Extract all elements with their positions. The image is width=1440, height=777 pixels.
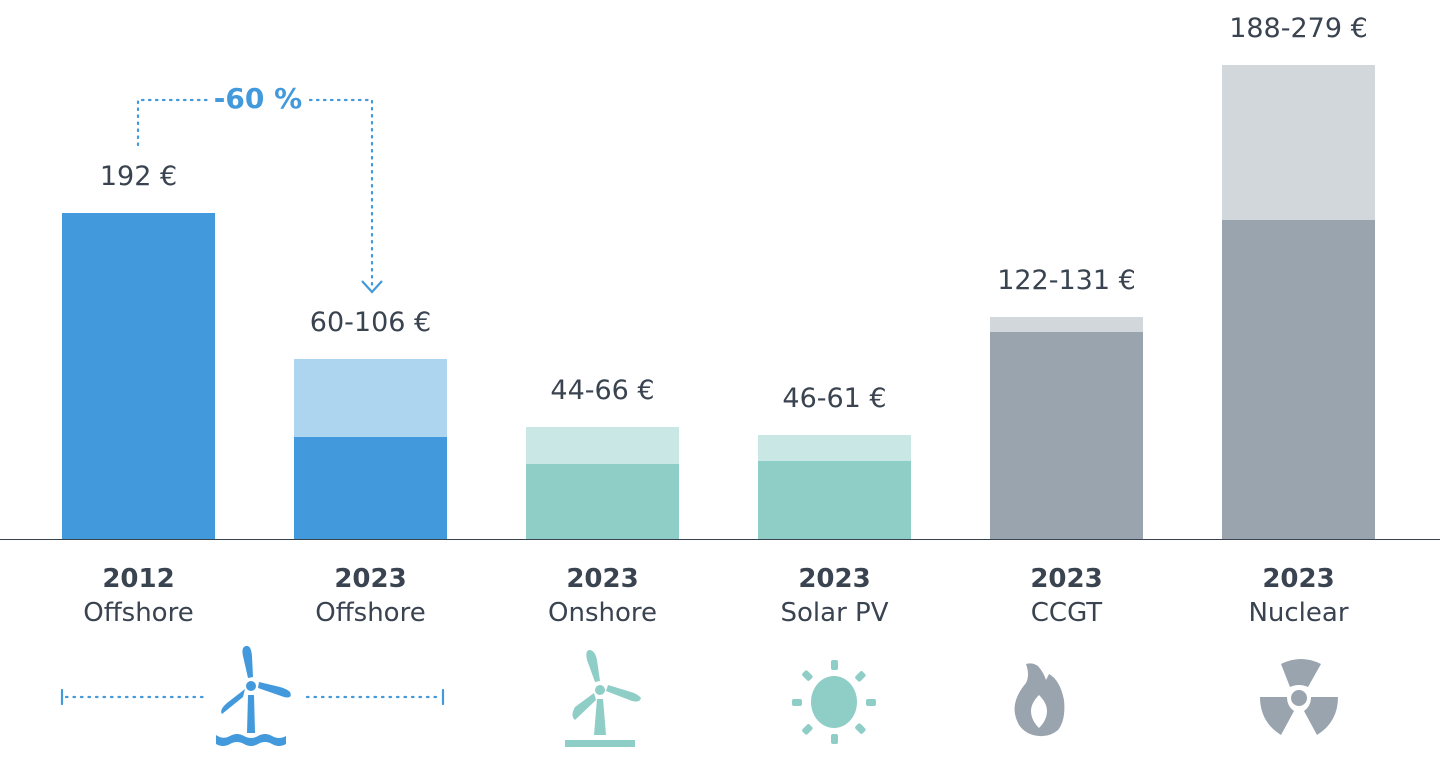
value-label: 188-279 € — [1229, 13, 1368, 45]
arrow-down-icon — [361, 280, 383, 294]
value-label: 60-106 € — [309, 307, 432, 338]
category-label: 2023 Offshore — [255, 562, 487, 630]
onshore-wind-turbine-icon — [565, 650, 641, 747]
category-label: 2023 Onshore — [487, 562, 719, 630]
bar-low-segment — [1222, 219, 1375, 539]
bar-range-segment — [758, 435, 911, 461]
bar-low-segment — [526, 464, 679, 539]
category-year: 2023 — [1030, 564, 1103, 594]
category-year: 2023 — [566, 564, 639, 594]
value-label: 46-61 € — [782, 383, 887, 415]
category-name: Onshore — [548, 598, 657, 628]
bar-range-segment — [990, 316, 1143, 332]
sun-icon — [792, 660, 876, 744]
bar-range-segment — [526, 426, 679, 465]
bar-low-segment — [294, 437, 447, 539]
value-label: 192 € — [99, 160, 178, 192]
bar-range-segment — [294, 359, 447, 438]
value-label: 122-131 € — [997, 264, 1136, 296]
x-axis-baseline — [0, 539, 1440, 540]
reduction-connector — [136, 98, 374, 287]
category-label: 2023 Nuclear — [1183, 562, 1415, 630]
category-label: 2023 CCGT — [951, 562, 1183, 630]
category-year: 2023 — [1262, 564, 1335, 594]
reduction-annotation: -60 % — [213, 82, 303, 115]
bar-low-segment — [758, 460, 911, 539]
category-label: 2023 Solar PV — [719, 562, 951, 630]
bar-range-segment — [1222, 65, 1375, 220]
category-year: 2023 — [334, 564, 407, 594]
category-label: 2012 Offshore — [23, 562, 255, 630]
offshore-wind-turbine-icon — [216, 645, 291, 746]
category-name: Nuclear — [1248, 598, 1349, 628]
bar-low-segment — [62, 212, 215, 539]
category-name: Offshore — [83, 598, 194, 628]
flame-icon — [1014, 663, 1065, 737]
category-name: Solar PV — [780, 598, 889, 628]
category-year: 2023 — [798, 564, 871, 594]
category-name: Offshore — [315, 598, 426, 628]
bar-low-segment — [990, 331, 1143, 539]
radiation-icon — [1260, 659, 1338, 735]
value-label: 44-66 € — [550, 374, 655, 406]
offshore-span-line — [60, 688, 445, 706]
category-name: CCGT — [1030, 598, 1103, 628]
category-year: 2012 — [102, 564, 175, 594]
